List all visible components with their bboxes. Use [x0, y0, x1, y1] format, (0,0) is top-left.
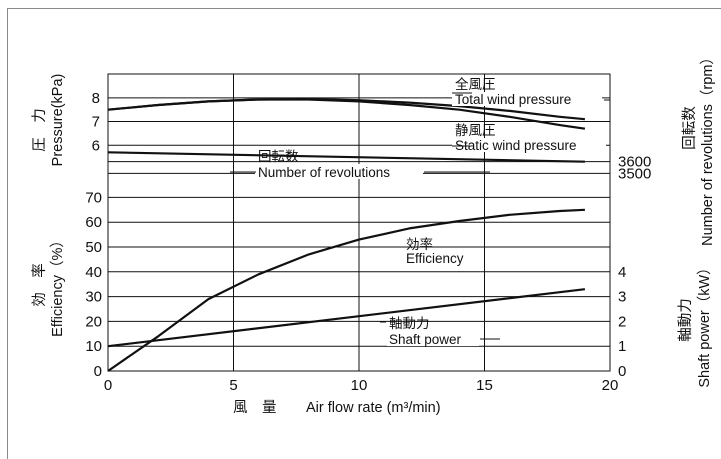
revolutions-curve [107, 151, 585, 163]
label-revolutions: 回転数 Number of revolutions [258, 149, 390, 180]
label-mask [404, 251, 478, 265]
label-static-pressure: 静風圧 Static wind pressure [455, 123, 577, 153]
grid [107, 73, 611, 372]
efficiency-curve [107, 208, 585, 372]
efficiency-tick-label: 30 [85, 289, 102, 306]
x-tick-label: 15 [476, 377, 493, 394]
efficiency-tick-label: 60 [85, 214, 102, 231]
svg-text:軸動力: 軸動力 [389, 316, 430, 331]
curves [107, 92, 610, 372]
x-tick-label: 20 [602, 377, 619, 394]
svg-text:効率: 効率 [406, 236, 433, 252]
label-mask [452, 138, 606, 152]
figure-frame [7, 8, 721, 459]
svg-text:Number of revolutions: Number of revolutions [258, 165, 390, 180]
pressure-tick-label: 8 [92, 90, 100, 107]
x-axis-title: Air flow rate (m³/min) [306, 400, 441, 416]
efficiency-tick-label: 50 [85, 239, 102, 256]
revolutions-right-label: Number of revolutions（rpm） [699, 50, 716, 246]
svg-text:Efficiency: Efficiency [406, 251, 464, 266]
efficiency-tick-label: 0 [94, 363, 102, 380]
shaft-tick-label: 4 [618, 264, 626, 281]
pressure-tick-label: 6 [92, 137, 100, 154]
svg-text:回転数: 回転数 [258, 149, 299, 164]
shaft-tick-label: 3 [618, 289, 626, 306]
efficiency-tick-label: 10 [85, 338, 102, 355]
shaft-power-curve [107, 288, 586, 348]
revolutions-tick-label: 3500 [618, 165, 651, 182]
pressure-ylabel-jp: 圧 力 [31, 108, 48, 152]
svg-text:Shaft power: Shaft power [389, 332, 462, 347]
efficiency-tick-label: 20 [85, 313, 102, 330]
shaft-right-label-jp: 軸動力 [677, 298, 694, 342]
shaft-right-label: Shaft power（kW） [696, 260, 713, 387]
x-tick-label: 5 [229, 377, 237, 394]
label-mask [387, 331, 479, 346]
revolutions-tick-label: 3600 [618, 154, 651, 171]
label-mask [452, 92, 602, 106]
x-tick-label: 0 [104, 377, 112, 394]
shaft-tick-label: 1 [618, 338, 626, 355]
label-efficiency: 効率 Efficiency [406, 236, 464, 266]
label-shaft-power: 軸動力 Shaft power [389, 316, 462, 347]
svg-text:静風圧: 静風圧 [455, 123, 496, 138]
pressure-ylabel: Pressure(kPa) [50, 74, 66, 167]
revolutions-right-label-jp: 回転数 [681, 106, 698, 150]
svg-text:Static wind pressure: Static wind pressure [455, 138, 577, 153]
shaft-tick-label: 0 [618, 363, 626, 380]
static-wind-pressure-curve [107, 98, 586, 130]
shaft-tick-label: 2 [618, 313, 626, 330]
svg-text:Total wind pressure: Total wind pressure [455, 92, 571, 107]
efficiency-tick-label: 40 [85, 264, 102, 281]
pressure-tick-label: 7 [92, 114, 100, 131]
x-tick-label: 10 [351, 377, 368, 394]
svg-text:全風圧: 全風圧 [455, 76, 496, 92]
label-mask [255, 164, 423, 179]
efficiency-tick-label: 70 [85, 189, 102, 206]
efficiency-ylabel-jp: 効 率 [31, 263, 48, 307]
label-total-pressure: 全風圧 Total wind pressure [455, 76, 571, 107]
x-axis-title-jp: 風 量 [233, 400, 277, 416]
efficiency-ylabel: Efficiency（%） [49, 233, 66, 337]
